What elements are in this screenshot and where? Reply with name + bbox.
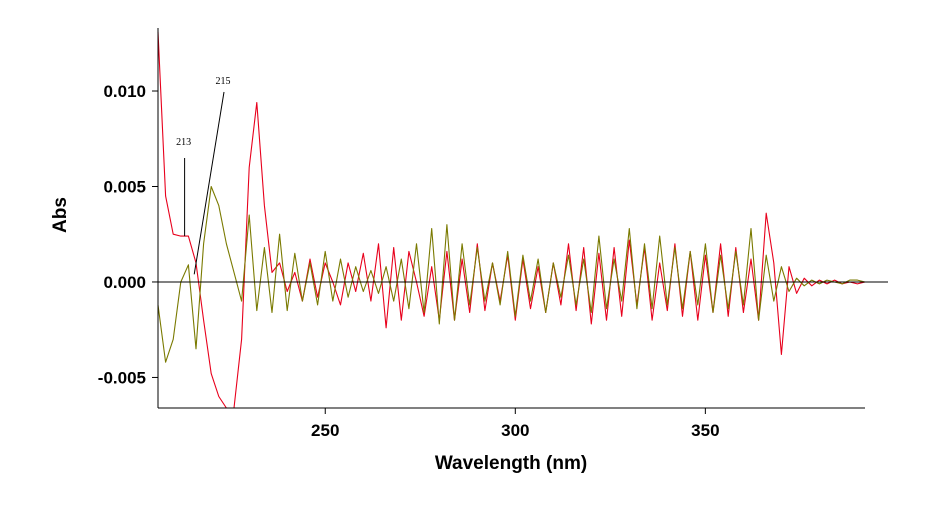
annotation-leader xyxy=(193,91,225,275)
y-tick-label: 0.005 xyxy=(103,177,146,196)
x-axis-title: Wavelength (nm) xyxy=(435,453,587,474)
x-tick-label: 300 xyxy=(501,421,529,440)
x-tick-label: 350 xyxy=(691,421,719,440)
y-tick-label: 0.000 xyxy=(103,273,146,292)
annotation-label: 213 xyxy=(176,137,191,148)
x-tick-label: 250 xyxy=(311,421,339,440)
plot-lines xyxy=(157,31,866,409)
series-line-1 xyxy=(157,31,866,409)
axes: 0.010 0.005 0.000 -0.005 250 300 350 xyxy=(98,28,888,440)
annotation-label: 215 xyxy=(216,76,231,87)
annotations: 213 215 xyxy=(176,76,231,275)
y-tick-label: -0.005 xyxy=(98,368,146,387)
y-tick-label: 0.010 xyxy=(103,82,146,101)
series-line-2 xyxy=(157,185,866,363)
y-axis-title: Abs xyxy=(50,197,71,233)
